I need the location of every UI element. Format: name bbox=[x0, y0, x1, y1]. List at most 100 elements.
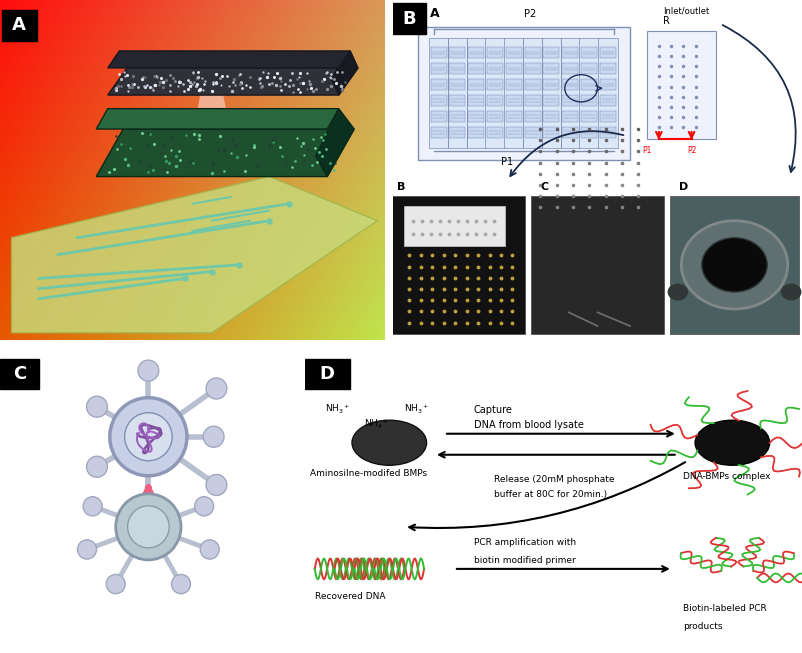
Text: A: A bbox=[430, 7, 439, 20]
Text: Release (20mM phosphate: Release (20mM phosphate bbox=[494, 475, 614, 484]
Text: R: R bbox=[663, 16, 670, 25]
FancyBboxPatch shape bbox=[544, 63, 560, 74]
FancyBboxPatch shape bbox=[544, 95, 560, 106]
FancyBboxPatch shape bbox=[431, 127, 447, 138]
Circle shape bbox=[206, 475, 227, 496]
Circle shape bbox=[115, 494, 181, 560]
Text: Aminosilne-modifed BMPs: Aminosilne-modifed BMPs bbox=[310, 469, 427, 478]
Circle shape bbox=[138, 360, 159, 381]
FancyBboxPatch shape bbox=[468, 127, 484, 138]
Circle shape bbox=[695, 421, 770, 465]
FancyBboxPatch shape bbox=[487, 127, 503, 138]
FancyBboxPatch shape bbox=[487, 111, 503, 122]
Text: B: B bbox=[397, 182, 406, 192]
FancyBboxPatch shape bbox=[468, 63, 484, 74]
Circle shape bbox=[667, 283, 688, 300]
Text: P1: P1 bbox=[642, 146, 652, 155]
Text: P2: P2 bbox=[687, 146, 697, 155]
FancyBboxPatch shape bbox=[487, 63, 503, 74]
FancyBboxPatch shape bbox=[525, 47, 541, 58]
Text: NH$_3$$^+$: NH$_3$$^+$ bbox=[325, 403, 350, 416]
FancyBboxPatch shape bbox=[544, 47, 560, 58]
FancyBboxPatch shape bbox=[404, 206, 504, 246]
Text: PCR amplification with: PCR amplification with bbox=[474, 538, 576, 547]
FancyBboxPatch shape bbox=[581, 79, 597, 90]
FancyBboxPatch shape bbox=[487, 47, 503, 58]
Circle shape bbox=[352, 421, 427, 465]
Circle shape bbox=[781, 283, 801, 300]
FancyBboxPatch shape bbox=[581, 47, 597, 58]
FancyBboxPatch shape bbox=[485, 39, 504, 148]
Circle shape bbox=[110, 398, 187, 476]
FancyBboxPatch shape bbox=[449, 127, 465, 138]
Text: C: C bbox=[541, 182, 549, 192]
FancyBboxPatch shape bbox=[562, 79, 578, 90]
FancyBboxPatch shape bbox=[449, 95, 465, 106]
Circle shape bbox=[87, 396, 107, 417]
FancyBboxPatch shape bbox=[600, 47, 616, 58]
FancyBboxPatch shape bbox=[562, 95, 578, 106]
FancyBboxPatch shape bbox=[468, 47, 484, 58]
Polygon shape bbox=[96, 108, 338, 129]
FancyBboxPatch shape bbox=[544, 127, 560, 138]
Text: Recovered DNA: Recovered DNA bbox=[314, 592, 385, 601]
Circle shape bbox=[172, 575, 191, 594]
FancyBboxPatch shape bbox=[468, 95, 484, 106]
FancyBboxPatch shape bbox=[581, 111, 597, 122]
FancyBboxPatch shape bbox=[506, 63, 522, 74]
FancyBboxPatch shape bbox=[525, 111, 541, 122]
FancyBboxPatch shape bbox=[431, 111, 447, 122]
Circle shape bbox=[138, 492, 159, 513]
FancyBboxPatch shape bbox=[487, 79, 503, 90]
FancyBboxPatch shape bbox=[506, 47, 522, 58]
FancyBboxPatch shape bbox=[525, 127, 541, 138]
FancyBboxPatch shape bbox=[487, 95, 503, 106]
Bar bbox=[0, 358, 38, 389]
FancyBboxPatch shape bbox=[449, 111, 465, 122]
FancyBboxPatch shape bbox=[542, 39, 561, 148]
FancyBboxPatch shape bbox=[600, 79, 616, 90]
FancyBboxPatch shape bbox=[418, 27, 630, 159]
Polygon shape bbox=[331, 51, 358, 95]
Text: D: D bbox=[320, 364, 334, 383]
Polygon shape bbox=[11, 176, 377, 333]
Text: Biotin-labeled PCR: Biotin-labeled PCR bbox=[683, 604, 767, 613]
Polygon shape bbox=[107, 68, 358, 95]
FancyBboxPatch shape bbox=[431, 63, 447, 74]
Circle shape bbox=[702, 238, 768, 292]
Polygon shape bbox=[96, 129, 354, 176]
FancyBboxPatch shape bbox=[468, 111, 484, 122]
FancyBboxPatch shape bbox=[391, 196, 525, 334]
Circle shape bbox=[87, 456, 107, 477]
FancyBboxPatch shape bbox=[467, 39, 486, 148]
Circle shape bbox=[78, 540, 96, 559]
FancyBboxPatch shape bbox=[581, 63, 597, 74]
Circle shape bbox=[203, 426, 224, 447]
FancyBboxPatch shape bbox=[449, 47, 465, 58]
Text: B: B bbox=[403, 10, 416, 27]
Text: D: D bbox=[679, 182, 689, 192]
FancyBboxPatch shape bbox=[561, 39, 580, 148]
FancyBboxPatch shape bbox=[506, 127, 522, 138]
FancyBboxPatch shape bbox=[525, 79, 541, 90]
Text: C: C bbox=[13, 364, 26, 383]
FancyBboxPatch shape bbox=[525, 63, 541, 74]
FancyBboxPatch shape bbox=[429, 39, 448, 148]
FancyBboxPatch shape bbox=[562, 47, 578, 58]
Bar bbox=[305, 358, 350, 389]
FancyBboxPatch shape bbox=[562, 127, 578, 138]
Text: P1: P1 bbox=[501, 157, 513, 167]
FancyBboxPatch shape bbox=[506, 95, 522, 106]
Circle shape bbox=[682, 221, 788, 309]
FancyBboxPatch shape bbox=[581, 127, 597, 138]
FancyBboxPatch shape bbox=[598, 39, 618, 148]
FancyBboxPatch shape bbox=[580, 39, 599, 148]
FancyBboxPatch shape bbox=[562, 63, 578, 74]
FancyBboxPatch shape bbox=[600, 95, 616, 106]
Circle shape bbox=[128, 506, 169, 548]
FancyBboxPatch shape bbox=[448, 39, 467, 148]
FancyBboxPatch shape bbox=[506, 79, 522, 90]
Polygon shape bbox=[107, 51, 350, 68]
FancyBboxPatch shape bbox=[468, 79, 484, 90]
Text: biotin modified primer: biotin modified primer bbox=[474, 556, 576, 565]
